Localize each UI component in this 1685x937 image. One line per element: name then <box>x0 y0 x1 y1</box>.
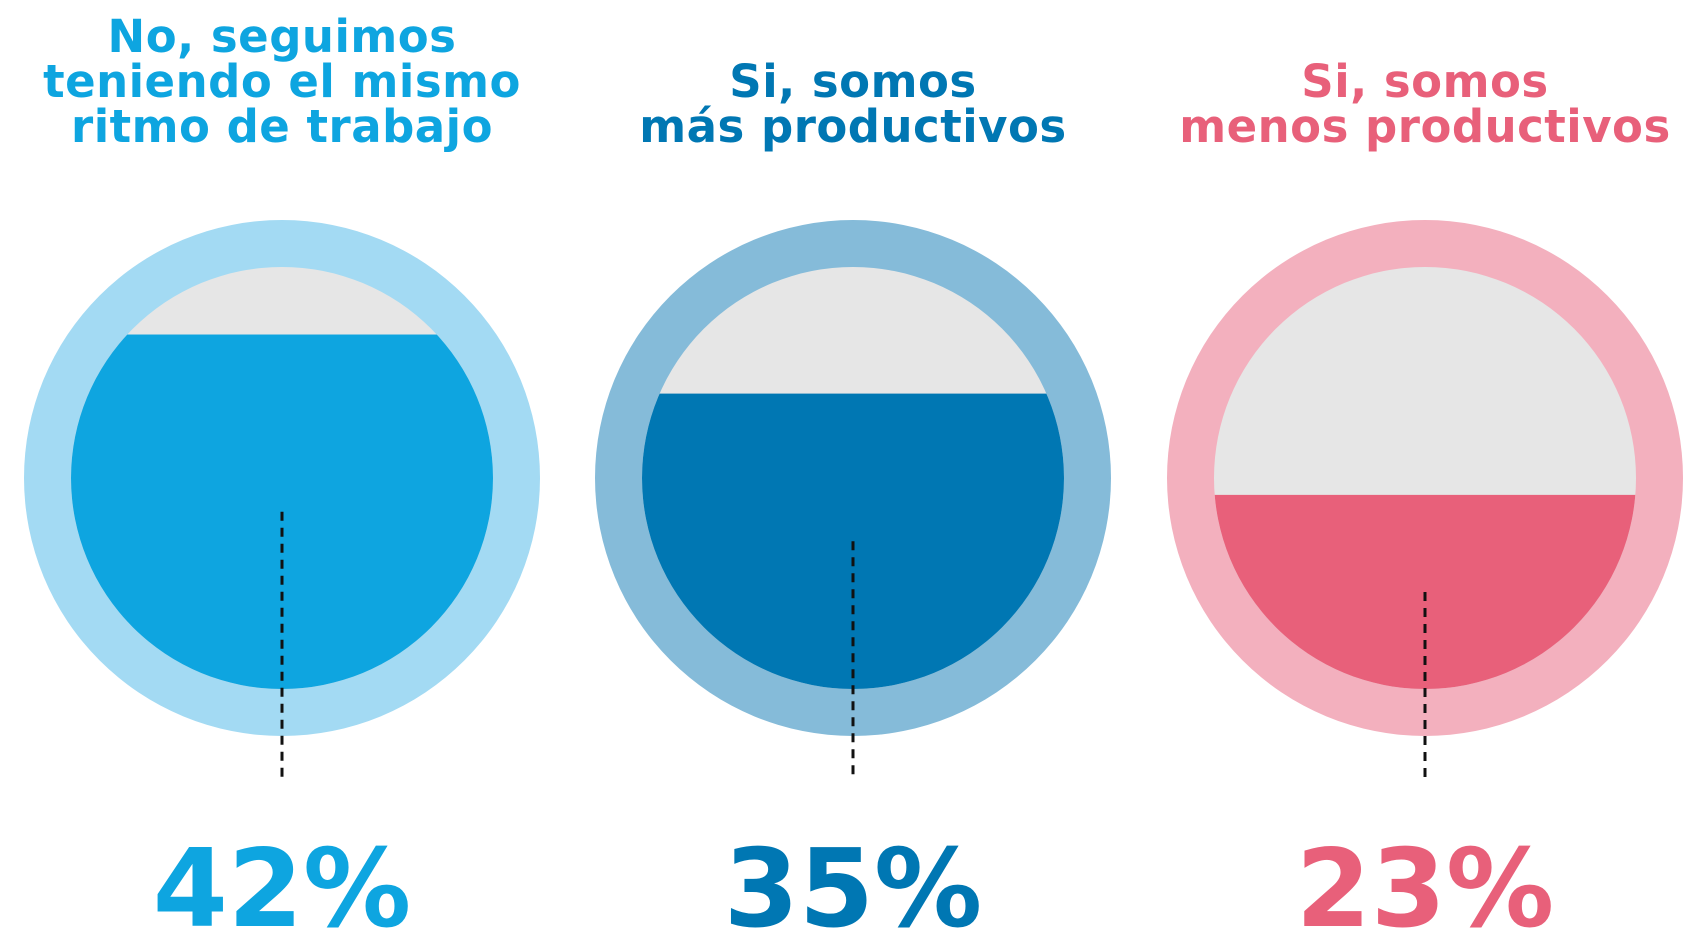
category-label: Si, somos más productivos <box>639 55 1067 153</box>
value-label: 23% <box>1295 827 1555 937</box>
category-label: No, seguimos teniendo el mismo ritmo de … <box>43 10 521 153</box>
category-label: Si, somos menos productivos <box>1179 55 1671 153</box>
value-label: 35% <box>723 827 983 937</box>
value-label: 42% <box>152 827 412 937</box>
